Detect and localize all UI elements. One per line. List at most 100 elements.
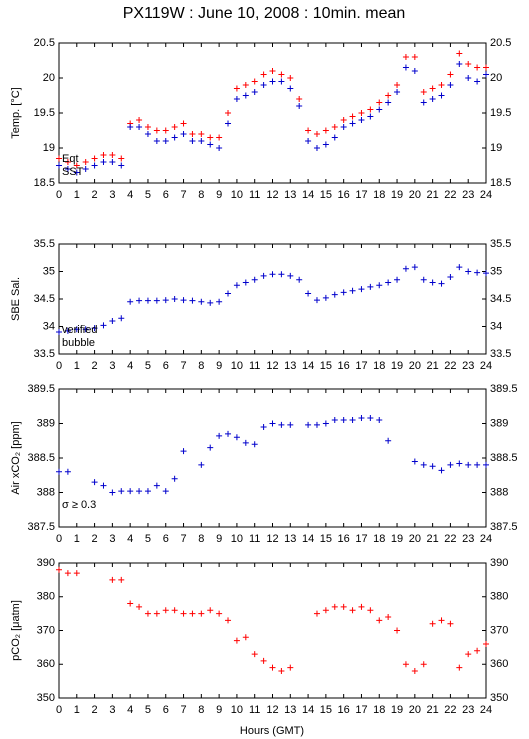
x-tick-label: 7 (180, 189, 186, 201)
x-tick-label: 15 (320, 189, 332, 201)
point (340, 289, 347, 296)
x-tick-label: 7 (180, 533, 186, 545)
point (367, 106, 374, 113)
point (251, 89, 258, 95)
point (358, 117, 365, 123)
y-tick-label: 20.5 (34, 37, 55, 49)
point (162, 488, 169, 495)
point (251, 441, 258, 448)
point (465, 75, 472, 81)
point (456, 460, 463, 467)
y-tick-label: 389.5 (490, 383, 518, 395)
point (305, 127, 312, 134)
point (438, 92, 445, 99)
point (153, 482, 160, 489)
point (91, 325, 98, 332)
point (429, 279, 436, 286)
point (189, 297, 196, 304)
point (313, 297, 320, 304)
point (483, 641, 489, 647)
y-tick-label: 18.5 (490, 177, 511, 189)
y-tick-label: 19 (43, 142, 55, 154)
point (322, 127, 329, 134)
point (420, 99, 427, 106)
x-tick-label: 2 (92, 360, 98, 372)
y-tick-label: 35 (43, 265, 55, 277)
point (118, 488, 125, 495)
point (64, 327, 71, 334)
point (331, 124, 338, 130)
x-tick-label: 14 (302, 360, 314, 372)
x-tick-label: 22 (444, 533, 456, 545)
point (64, 570, 71, 577)
point (385, 99, 392, 106)
point (100, 159, 107, 165)
point (82, 166, 89, 172)
y-tick-label: 33.5 (34, 348, 55, 360)
x-tick-label: 8 (198, 533, 204, 545)
y-tick-label: 35.5 (490, 238, 511, 250)
point (340, 603, 347, 610)
x-tick-label: 15 (320, 360, 332, 372)
x-tick-label: 0 (56, 360, 62, 372)
point (385, 92, 392, 99)
legend-label: bubble (62, 337, 95, 349)
point (100, 482, 107, 489)
point (251, 651, 258, 658)
y-tick-label: 388.5 (27, 452, 55, 464)
point (402, 265, 409, 272)
point (144, 124, 151, 130)
point (180, 297, 187, 304)
y-tick-label: 19.5 (34, 107, 55, 119)
x-tick-label: 14 (302, 704, 314, 716)
x-tick-label: 18 (373, 533, 385, 545)
y-tick-label: 389 (37, 417, 55, 429)
point (287, 664, 294, 671)
x-tick-label: 0 (56, 533, 62, 545)
point (109, 489, 116, 496)
point (189, 610, 196, 617)
x-tick-label: 12 (266, 533, 278, 545)
point (447, 274, 454, 280)
point (456, 50, 463, 57)
point (269, 664, 276, 671)
y-tick-label: 20 (490, 72, 502, 84)
x-tick-label: 5 (145, 360, 151, 372)
x-tick-label: 15 (320, 533, 332, 545)
point (56, 162, 62, 169)
y-tick-label: 34 (43, 320, 55, 332)
point (313, 610, 320, 617)
point (331, 603, 338, 610)
point (64, 468, 71, 475)
point (198, 461, 205, 468)
point (109, 318, 116, 324)
point (474, 647, 481, 654)
plot-frame (58, 243, 487, 355)
point (233, 637, 240, 644)
x-tick-label: 3 (109, 704, 115, 716)
y-tick-label: 350 (37, 692, 55, 704)
x-tick-label: 6 (163, 533, 169, 545)
x-tick-label: 21 (427, 360, 439, 372)
point (242, 634, 249, 641)
x-tick-label: 11 (249, 533, 260, 545)
point (447, 461, 454, 468)
point (233, 282, 240, 289)
point (456, 264, 463, 271)
y-tick-label: 19.5 (490, 107, 511, 119)
point (242, 92, 249, 99)
point (127, 488, 134, 495)
point (394, 627, 401, 634)
point (447, 620, 454, 627)
point (136, 488, 143, 495)
x-tick-label: 9 (216, 533, 222, 545)
x-tick-label: 16 (338, 704, 350, 716)
point (483, 461, 489, 468)
point (322, 420, 329, 427)
y-tick-label: 387.5 (490, 521, 518, 533)
point (207, 141, 214, 148)
point (73, 169, 80, 176)
point (233, 434, 240, 441)
point (420, 89, 427, 95)
point (127, 124, 134, 130)
